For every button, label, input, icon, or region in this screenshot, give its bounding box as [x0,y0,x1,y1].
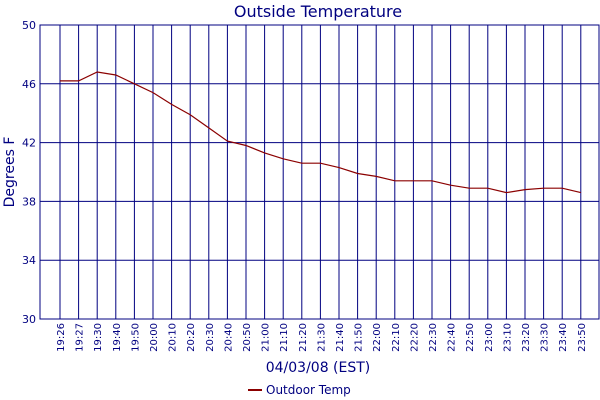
x-tick-label: 19:50 [130,323,141,352]
y-tick-label: 34 [22,254,36,267]
y-axis-label: Degrees F [2,137,18,208]
x-tick-label: 23:50 [577,323,588,352]
legend: Outdoor Temp [248,383,351,397]
y-tick-label: 30 [22,313,36,326]
x-tick-label: 22:10 [391,323,402,352]
x-tick-label: 23:20 [521,323,532,352]
x-tick-label: 23:00 [484,323,495,352]
y-tick-label: 38 [22,195,36,208]
y-tick-label: 50 [22,19,36,32]
x-tick-labels: 19:26 19:27 19:30 19:40 19:50 20:00 20:10 20:20… [56,323,588,352]
x-tick-label: 19:30 [93,323,104,352]
x-tick-label: 21:30 [316,323,327,352]
x-tick-label: 22:20 [409,323,420,352]
y-tick-label: 42 [22,137,36,150]
grid-lines [39,24,600,320]
x-tick-label: 20:20 [186,323,197,352]
series-line-outdoor-temp [60,71,581,194]
plot-frame [39,24,600,320]
x-tick-label: 19:27 [75,323,86,352]
y-tick-labels: 30 34 38 42 46 50 [22,19,36,326]
legend-label: Outdoor Temp [266,383,351,397]
x-tick-label: 21:50 [354,323,365,352]
x-tick-label: 19:26 [56,323,67,352]
x-tick-label: 20:40 [223,323,234,352]
chart-title: Outside Temperature [234,2,402,21]
x-tick-label: 22:50 [465,323,476,352]
x-tick-label: 21:20 [298,323,309,352]
x-tick-label: 20:00 [149,323,160,352]
x-tick-label: 20:30 [205,323,216,352]
x-tick-label: 23:10 [502,323,513,352]
x-axis-label: 04/03/08 (EST) [266,360,371,376]
x-tick-label: 22:40 [447,323,458,352]
x-tick-label: 20:10 [168,323,179,352]
x-tick-label: 23:30 [540,323,551,352]
x-tick-label: 19:40 [112,323,123,352]
x-tick-label: 22:30 [428,323,439,352]
x-tick-label: 21:10 [279,323,290,352]
x-tick-label: 22:00 [372,323,383,352]
y-tick-label: 46 [22,78,36,91]
x-tick-label: 21:40 [335,323,346,352]
series-layer [59,71,581,194]
x-tick-label: 20:50 [242,323,253,352]
x-tick-label: 23:40 [558,323,569,352]
x-tick-label: 21:00 [261,323,272,352]
